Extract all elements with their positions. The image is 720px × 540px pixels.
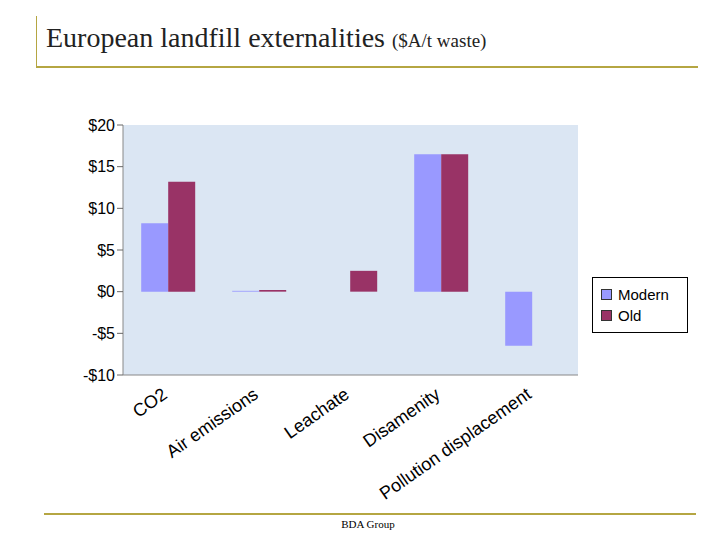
- svg-text:$0: $0: [97, 283, 115, 300]
- svg-text:-$10: -$10: [83, 367, 115, 384]
- svg-text:$10: $10: [88, 200, 115, 217]
- svg-text:$15: $15: [88, 158, 115, 175]
- svg-text:Leachate: Leachate: [281, 384, 353, 443]
- html-text:BDA Group: BDA Group: [341, 518, 395, 530]
- svg-text:Air emissions: Air emissions: [163, 384, 262, 462]
- html-text:Old: Old: [618, 307, 642, 324]
- svg-text:-$5: -$5: [92, 325, 115, 342]
- svg-text:$5: $5: [97, 242, 115, 259]
- svg-text:$20: $20: [88, 117, 115, 134]
- svg-text:Pollution displacement: Pollution displacement: [376, 384, 535, 504]
- html-text:Modern: Modern: [618, 286, 669, 303]
- svg-text:CO2: CO2: [129, 384, 171, 422]
- html-text:European landfill externalitie: European landfill externalities($A/t was…: [46, 22, 487, 53]
- svg-text:Disamenity: Disamenity: [359, 384, 443, 451]
